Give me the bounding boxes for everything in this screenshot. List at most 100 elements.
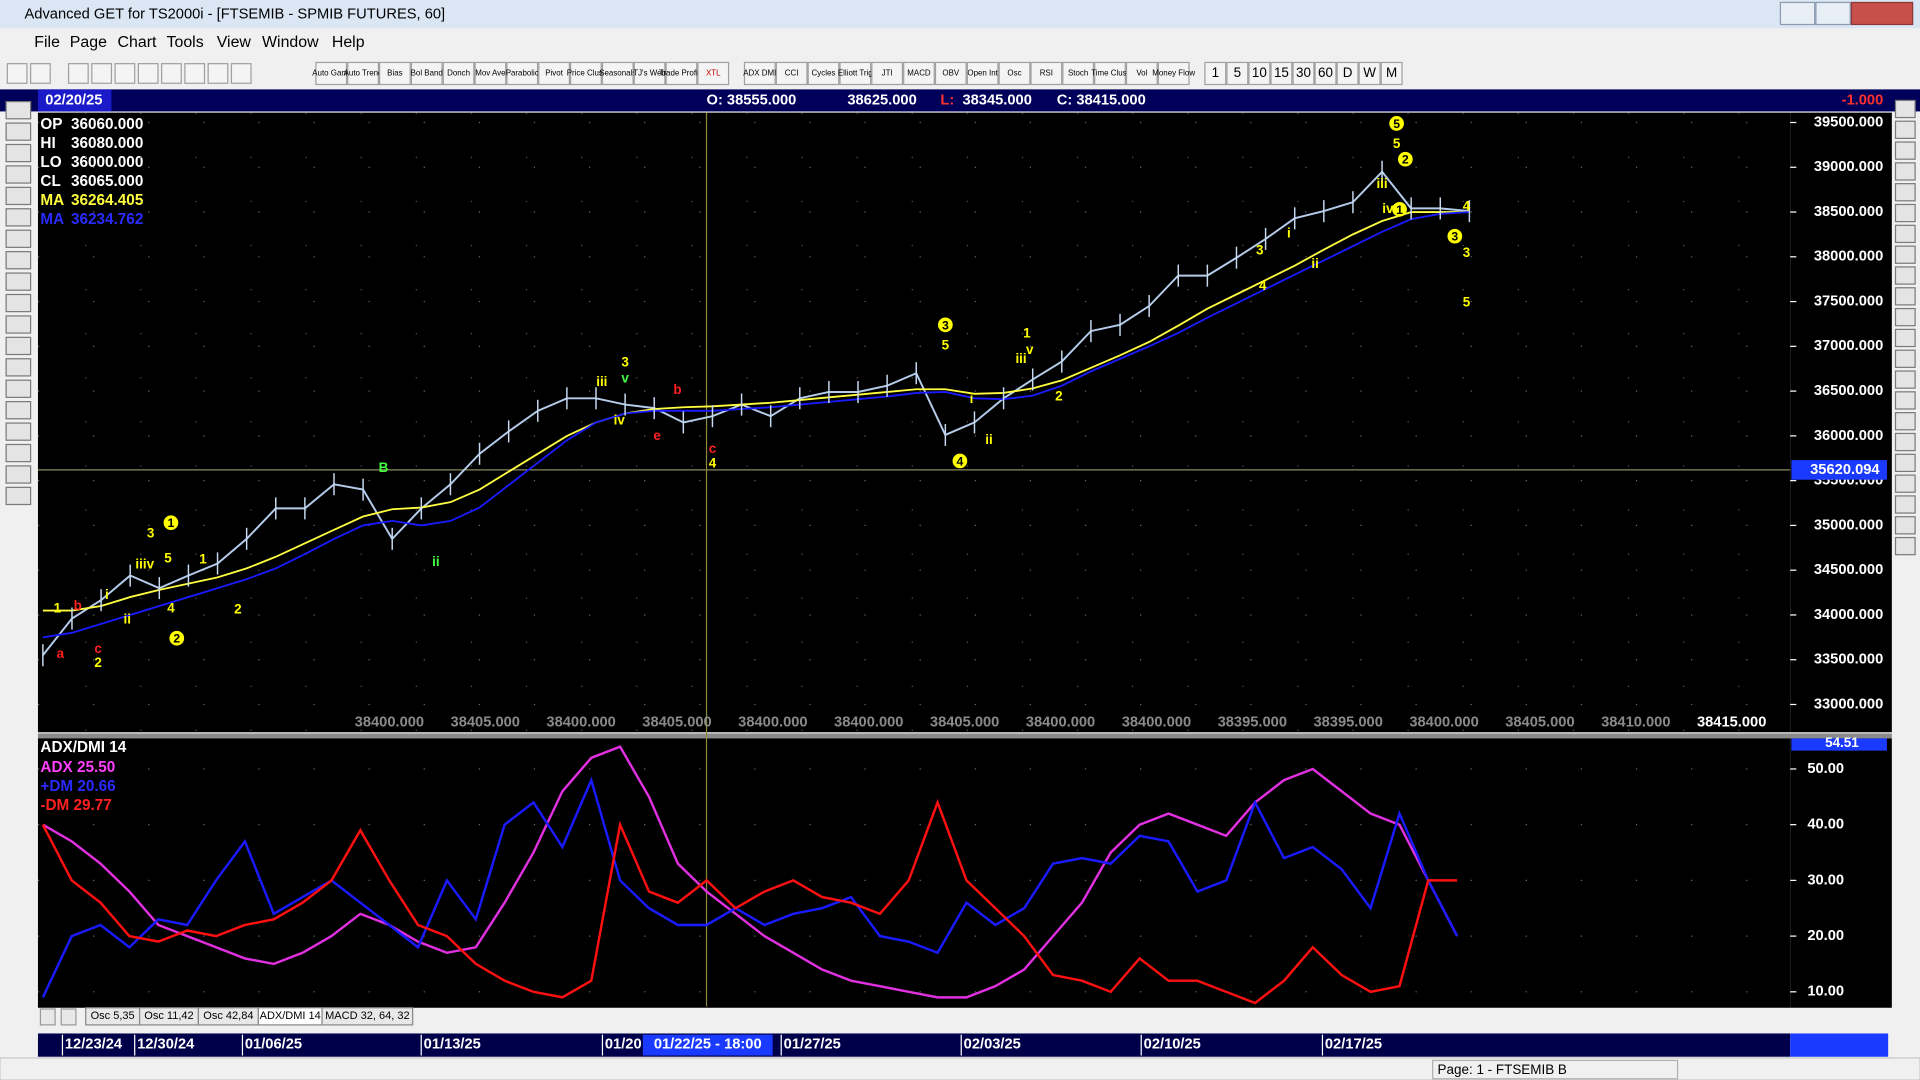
tool-icon[interactable] (5, 272, 32, 291)
toolbar-icon[interactable] (184, 63, 206, 84)
tool-icon[interactable] (1894, 307, 1916, 327)
tool-icon[interactable] (5, 401, 32, 420)
tool-icon[interactable] (1894, 245, 1916, 264)
toolbar-label[interactable]: Mov Ave (475, 69, 506, 78)
toolbar-icon[interactable] (161, 63, 182, 84)
toolbar-button[interactable] (1157, 61, 1190, 86)
toolbar-label[interactable]: Elliott Trig (838, 69, 873, 78)
menu-item[interactable]: Page (70, 34, 107, 51)
tool-icon[interactable] (1894, 183, 1916, 202)
tool-icon[interactable] (1894, 328, 1916, 348)
tool-icon[interactable] (1894, 349, 1916, 368)
toolbar-label[interactable]: RSI (1040, 69, 1053, 78)
toolbar-label[interactable]: Stoch (1068, 69, 1088, 78)
tool-icon[interactable] (1894, 474, 1916, 493)
menu-item[interactable]: Window (262, 34, 319, 51)
toolbar-label[interactable]: Trade Profile (659, 69, 705, 78)
toolbar-button[interactable] (506, 61, 539, 86)
toolbar-label[interactable]: ADX DMI (743, 69, 776, 78)
toolbar-button[interactable] (1380, 61, 1403, 86)
tool-icon[interactable] (5, 186, 32, 206)
toolbar-label[interactable]: Price Clust (567, 69, 606, 78)
tool-icon[interactable] (5, 422, 32, 441)
toolbar-label[interactable]: Time Clust (1091, 69, 1129, 78)
toolbar-icon[interactable] (230, 63, 252, 84)
toolbar-label[interactable]: Seasonals (599, 69, 636, 78)
toolbar-label[interactable]: 30 (1296, 65, 1311, 80)
tab-label[interactable]: Osc 11,42 (144, 1010, 193, 1022)
tool-icon[interactable] (5, 379, 32, 398)
toolbar-icon[interactable] (137, 63, 159, 84)
tool-icon[interactable] (5, 208, 32, 227)
close-button[interactable] (1850, 1, 1914, 26)
toolbar-button[interactable] (697, 61, 730, 86)
tab-label[interactable]: Osc 42,84 (203, 1010, 253, 1022)
tool-icon[interactable] (1894, 99, 1916, 119)
toolbar-label[interactable]: Open Int (967, 69, 998, 78)
tool-icon[interactable] (5, 251, 32, 270)
toolbar-label[interactable]: XTL (706, 69, 721, 78)
tool-icon[interactable] (5, 315, 32, 334)
menu-item[interactable]: Tools (167, 34, 204, 51)
toolbar-label[interactable]: Pivot (545, 69, 563, 78)
tool-icon[interactable] (5, 443, 32, 463)
toolbar-label[interactable]: JTI (882, 69, 893, 78)
toolbar-button[interactable] (474, 61, 507, 86)
tool-icon[interactable] (5, 486, 32, 506)
toolbar-button[interactable] (775, 61, 808, 86)
toolbar-button[interactable] (807, 61, 840, 86)
toolbar-label[interactable]: Bias (387, 69, 402, 78)
tool-icon[interactable] (1894, 120, 1916, 139)
toolbar-button[interactable] (1358, 61, 1381, 86)
toolbar-label[interactable]: Vol (1136, 69, 1147, 78)
toolbar-button[interactable] (871, 61, 904, 86)
tab-label[interactable]: ADX/DMI 14 (260, 1010, 321, 1022)
toolbar-label[interactable]: 5 (1234, 65, 1241, 80)
toolbar-icon[interactable] (30, 63, 51, 84)
toolbar-label[interactable]: Parabolic (506, 69, 539, 78)
toolbar-label[interactable]: OBV (942, 69, 959, 78)
tool-icon[interactable] (1894, 370, 1916, 389)
toolbar-label[interactable]: Auto Gann (312, 69, 350, 78)
toolbar-button[interactable] (903, 61, 935, 86)
toolbar-button[interactable] (998, 61, 1031, 86)
tool-icon[interactable] (1894, 432, 1916, 452)
toolbar-label[interactable]: 1 (1212, 65, 1219, 80)
toolbar-button[interactable] (442, 61, 475, 86)
toolbar-button[interactable] (966, 61, 999, 86)
toolbar-button[interactable] (839, 61, 872, 86)
tool-icon[interactable] (5, 293, 32, 313)
toolbar-icon[interactable] (91, 63, 113, 84)
minimize-button[interactable] (1779, 1, 1816, 26)
toolbar-label[interactable]: 15 (1274, 65, 1289, 80)
tool-icon[interactable] (5, 465, 32, 484)
tab-label[interactable]: MACD 32, 64, 32 (325, 1010, 410, 1022)
toolbar-button[interactable] (934, 61, 967, 86)
toolbar-button[interactable] (1248, 61, 1271, 86)
maximize-button[interactable] (1815, 1, 1851, 26)
toolbar-icon[interactable] (207, 63, 229, 84)
tool-icon[interactable] (1894, 495, 1916, 514)
toolbar-button[interactable] (570, 61, 602, 86)
toolbar-button[interactable] (315, 61, 348, 86)
toolbar-button[interactable] (538, 61, 570, 86)
tool-icon[interactable] (1894, 162, 1916, 181)
menu-item[interactable]: File (34, 34, 60, 51)
toolbar-button[interactable] (1030, 61, 1063, 86)
tab-nav[interactable] (39, 1008, 56, 1026)
toolbar-button[interactable] (1094, 61, 1126, 86)
toolbar-label[interactable]: Bol Band (411, 69, 443, 78)
toolbar-label[interactable]: M (1386, 65, 1397, 80)
toolbar-label[interactable]: 10 (1252, 65, 1267, 80)
toolbar-button[interactable] (1336, 61, 1359, 86)
tab-label[interactable]: Osc 5,35 (91, 1010, 135, 1022)
tool-icon[interactable] (5, 101, 32, 120)
tool-icon[interactable] (5, 336, 32, 356)
toolbar-label[interactable]: Cycles (812, 69, 836, 78)
tool-icon[interactable] (5, 122, 32, 141)
toolbar-label[interactable]: Money Flow (1152, 69, 1195, 78)
tool-icon[interactable] (5, 358, 32, 377)
toolbar-button[interactable] (1125, 61, 1158, 86)
menu-item[interactable]: Help (332, 34, 365, 51)
toolbar-button[interactable] (1204, 61, 1227, 86)
